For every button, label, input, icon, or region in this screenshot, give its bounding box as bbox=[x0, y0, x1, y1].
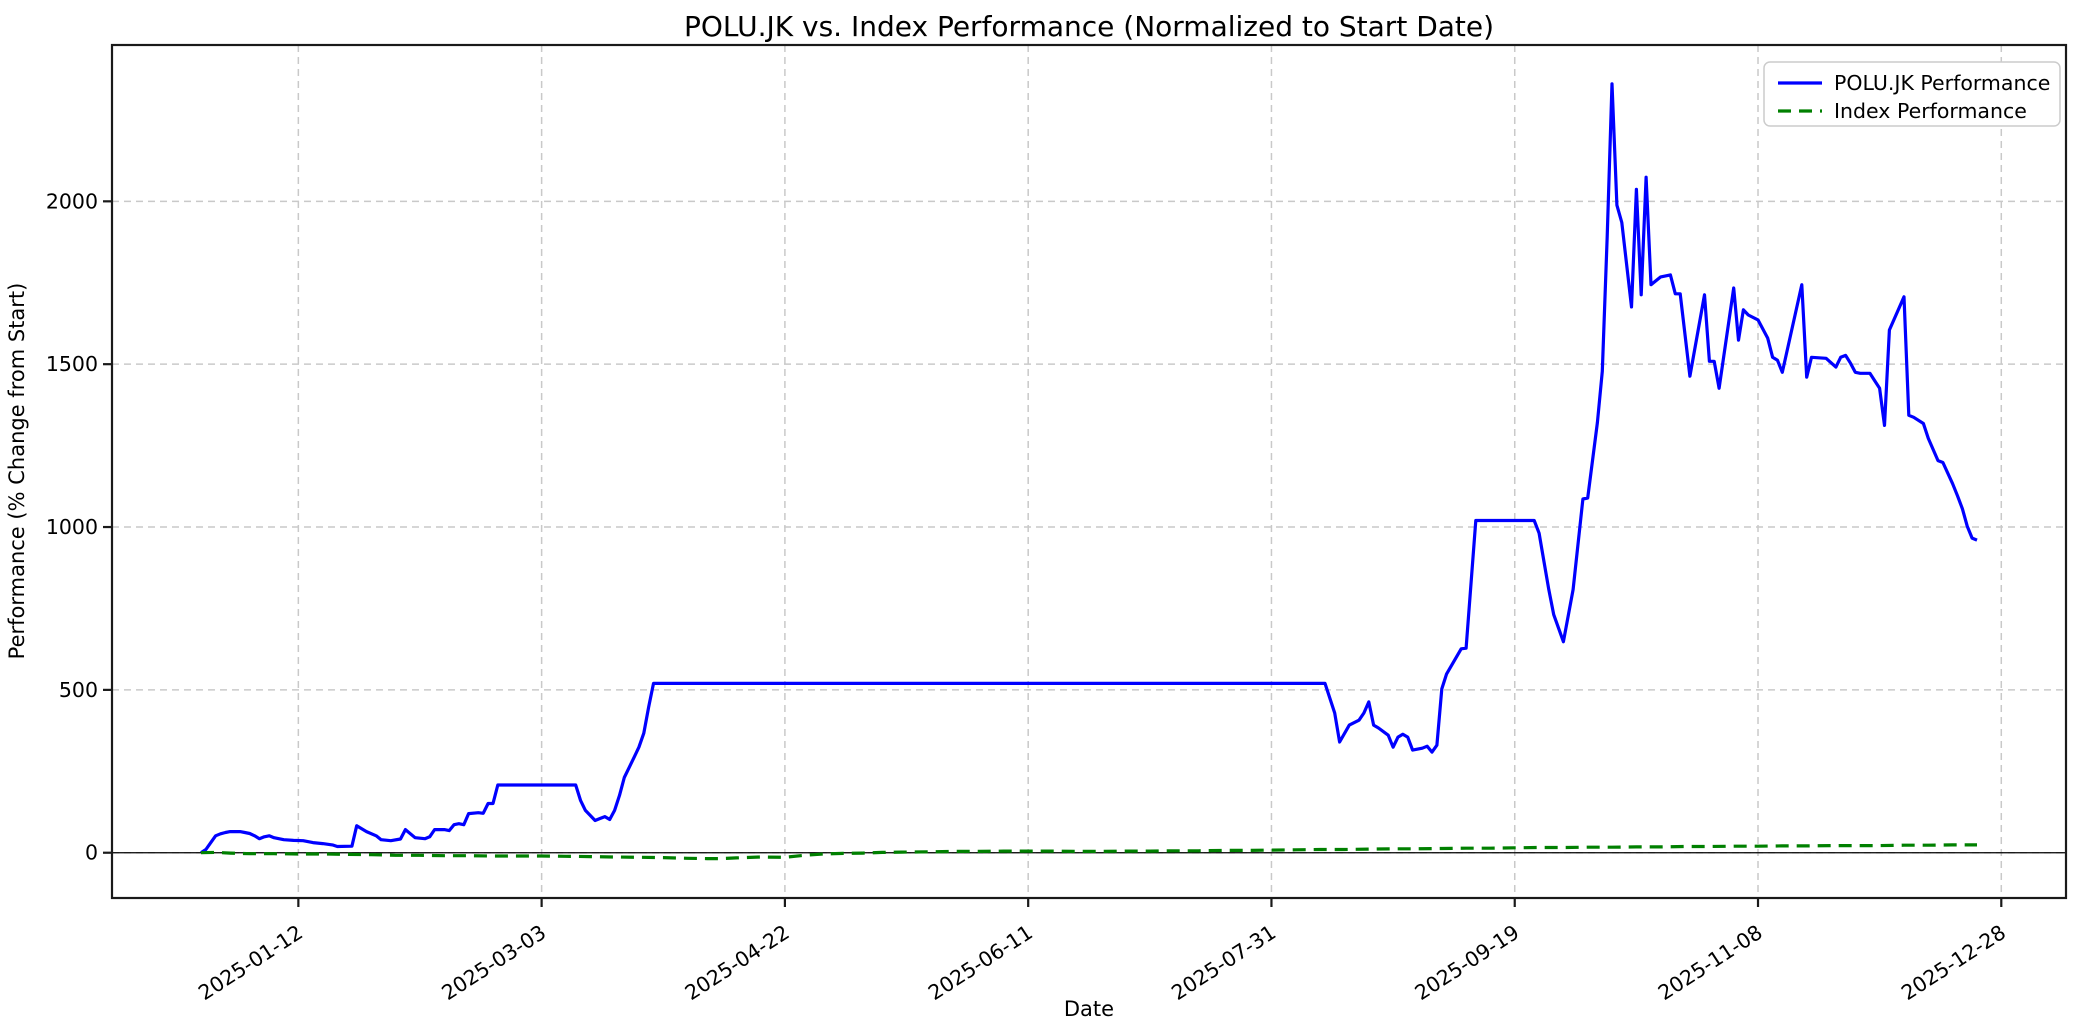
legend: POLU.JK Performance Index Performance bbox=[1763, 61, 2061, 127]
legend-label-index: Index Performance bbox=[1834, 99, 2027, 123]
y-tick-label: 0 bbox=[85, 841, 98, 865]
x-tick-label: 2025-03-03 bbox=[437, 920, 550, 1005]
x-tick-label: 2025-07-31 bbox=[1167, 920, 1280, 1005]
x-tick-label: 2025-06-11 bbox=[924, 920, 1037, 1005]
chart-title: POLU.JK vs. Index Performance (Normalize… bbox=[684, 10, 1494, 43]
y-tick-label: 2000 bbox=[46, 189, 98, 213]
y-tick-label: 500 bbox=[59, 678, 98, 702]
plot-layers: 2025-01-12 2025-03-03 2025-04-22 2025-06-11… bbox=[46, 43, 2068, 1005]
y-tick-label: 1500 bbox=[46, 352, 98, 376]
y-tick-label: 1000 bbox=[46, 515, 98, 539]
series-line-index bbox=[200, 843, 1977, 861]
legend-label-polu: POLU.JK Performance bbox=[1834, 71, 2050, 95]
x-tick-label: 2025-01-12 bbox=[194, 920, 307, 1005]
y-axis-label: Performance (% Change from Start) bbox=[5, 283, 29, 660]
x-tick-label: 2025-12-28 bbox=[1897, 920, 2010, 1005]
legend-box bbox=[1763, 61, 2061, 127]
x-tick-label: 2025-09-19 bbox=[1410, 920, 1523, 1005]
plot-border bbox=[110, 43, 2068, 900]
x-tick-label: 2025-04-22 bbox=[681, 920, 794, 1005]
series-line-polu bbox=[200, 82, 1978, 855]
x-axis-label: Date bbox=[1064, 997, 1114, 1021]
x-tick-label: 2025-11-08 bbox=[1654, 920, 1767, 1005]
